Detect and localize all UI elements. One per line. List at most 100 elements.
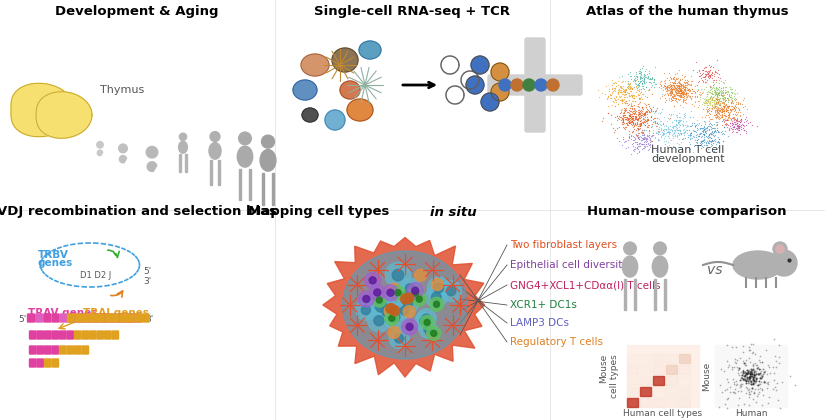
Point <box>668 90 681 97</box>
Point <box>680 84 693 91</box>
Point <box>661 87 674 94</box>
Point <box>733 123 746 130</box>
Point <box>624 111 637 118</box>
Text: VDJ recombination and selection bias: VDJ recombination and selection bias <box>0 205 277 218</box>
Point <box>741 370 754 377</box>
Point <box>725 94 738 101</box>
Point <box>629 113 642 119</box>
Circle shape <box>356 300 376 320</box>
Point <box>710 126 724 133</box>
Point <box>688 89 701 96</box>
Point <box>638 79 651 85</box>
Point <box>618 111 631 118</box>
Point <box>754 353 767 360</box>
Point <box>691 136 704 143</box>
Point <box>739 378 752 384</box>
Point <box>648 77 661 84</box>
Point <box>644 139 657 146</box>
Point <box>667 83 681 89</box>
Point <box>619 108 632 115</box>
Point <box>661 126 674 132</box>
Point <box>639 80 652 87</box>
Point <box>738 373 752 379</box>
Point <box>684 114 697 121</box>
Point <box>664 85 677 92</box>
Point <box>627 105 640 112</box>
Point <box>747 377 760 383</box>
Point <box>693 67 706 74</box>
Point <box>733 124 746 131</box>
Point <box>655 105 668 112</box>
Point <box>634 79 647 86</box>
Point <box>639 108 653 115</box>
Point <box>715 110 728 117</box>
Point <box>700 109 714 116</box>
Point <box>683 94 696 101</box>
Point <box>624 113 637 119</box>
Point <box>667 74 681 80</box>
Point <box>714 87 728 93</box>
Point <box>755 373 768 380</box>
Point <box>609 127 622 134</box>
Point <box>712 116 725 122</box>
Polygon shape <box>36 92 92 138</box>
Point <box>700 97 714 104</box>
Point <box>700 134 714 141</box>
Point <box>735 118 748 125</box>
Point <box>710 109 724 116</box>
Point <box>665 119 678 126</box>
Point <box>744 370 757 377</box>
Point <box>700 111 713 118</box>
FancyBboxPatch shape <box>666 376 677 385</box>
Point <box>710 112 724 118</box>
Point <box>721 112 734 118</box>
Point <box>703 131 716 138</box>
Point <box>616 88 629 94</box>
Point <box>608 84 621 91</box>
Point <box>673 121 686 128</box>
Point <box>681 94 694 100</box>
Point <box>639 117 652 123</box>
Point <box>628 146 641 152</box>
Point <box>709 111 722 118</box>
Point <box>711 85 724 92</box>
Point <box>678 125 691 132</box>
Point <box>748 368 761 375</box>
Point <box>705 92 718 99</box>
Circle shape <box>389 306 399 316</box>
Point <box>648 119 662 126</box>
Point <box>738 359 752 366</box>
Point <box>666 93 679 100</box>
Point <box>692 77 705 84</box>
Point <box>700 63 713 70</box>
Polygon shape <box>179 154 181 172</box>
Point <box>634 116 648 123</box>
Point <box>689 129 702 135</box>
Point <box>623 118 636 125</box>
Point <box>687 87 700 94</box>
Point <box>627 112 640 119</box>
Point <box>673 93 686 100</box>
Point <box>727 106 740 113</box>
Point <box>678 84 691 91</box>
Point <box>615 118 628 125</box>
Point <box>738 123 751 129</box>
Circle shape <box>376 297 382 303</box>
Point <box>628 106 641 113</box>
Point <box>747 378 761 385</box>
Circle shape <box>471 56 489 74</box>
Point <box>689 136 702 143</box>
Point <box>700 96 713 103</box>
Point <box>610 94 623 101</box>
Point <box>632 92 645 99</box>
Point <box>667 143 680 150</box>
Point <box>719 108 733 115</box>
Point <box>733 119 747 126</box>
Point <box>659 86 672 92</box>
Point <box>606 90 619 97</box>
FancyBboxPatch shape <box>74 331 81 339</box>
Point <box>667 74 681 81</box>
Point <box>619 78 632 84</box>
Point <box>658 114 671 121</box>
Point <box>747 368 761 375</box>
